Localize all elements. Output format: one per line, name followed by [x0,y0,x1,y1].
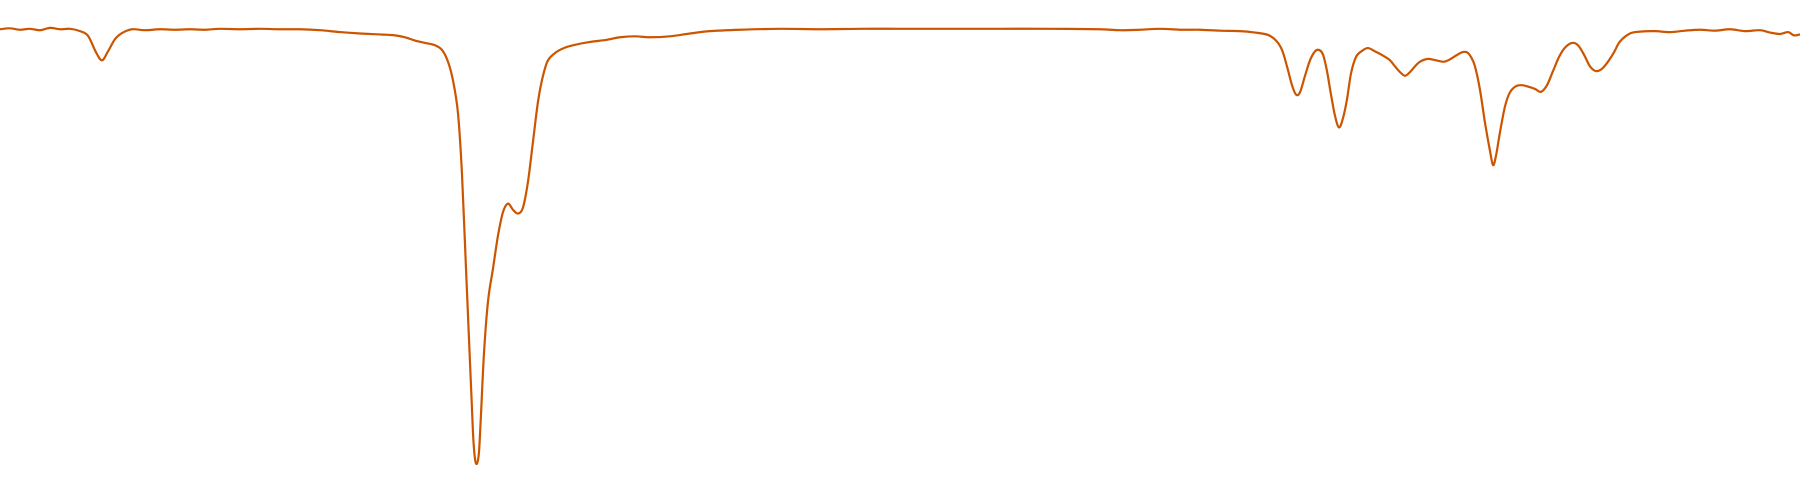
series-line-0 [0,26,1800,466]
series-layer [0,26,1800,466]
